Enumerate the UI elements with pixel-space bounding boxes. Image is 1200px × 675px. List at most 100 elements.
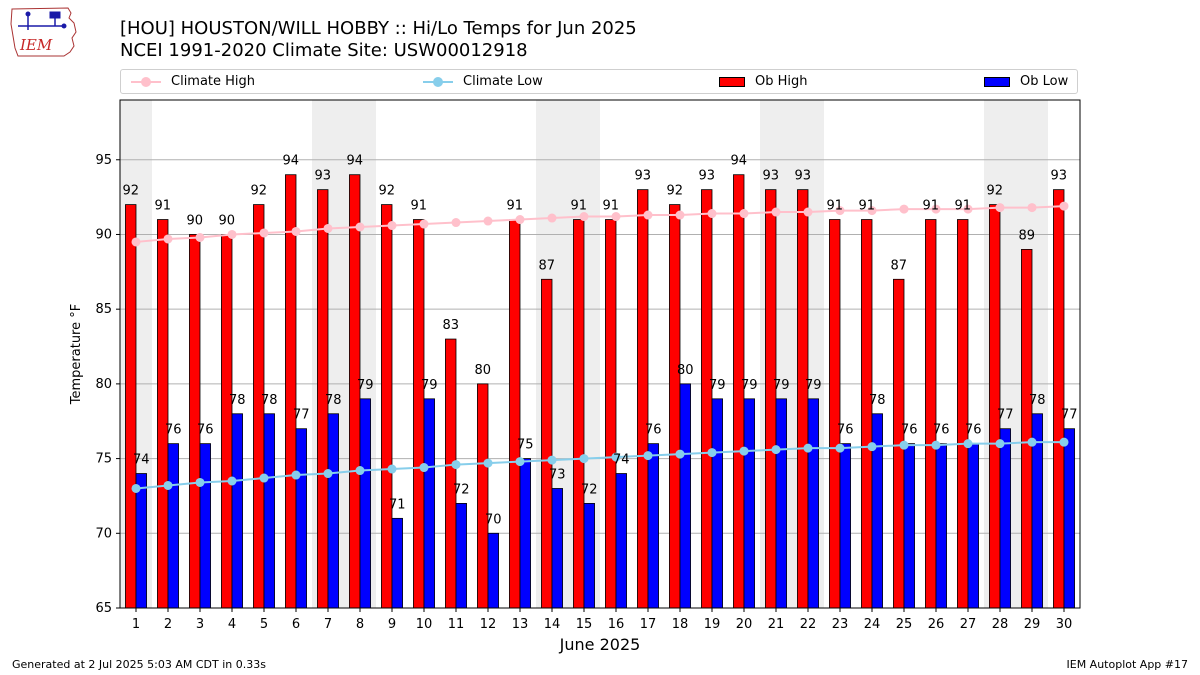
- ob-low-bar: [455, 503, 467, 609]
- ob-high-data-label: 93: [314, 169, 331, 184]
- ob-high-bar: [637, 189, 649, 609]
- ob-high-data-label: 92: [122, 184, 139, 199]
- ob-high-data-label: 93: [794, 169, 811, 184]
- climate-low-point: [1027, 437, 1037, 447]
- ob-low-bar: [935, 443, 947, 609]
- ob-low-bar: [967, 443, 979, 609]
- legend-ob-low: Ob Low: [984, 70, 1068, 93]
- legend-climate-high: Climate High: [131, 70, 255, 93]
- climate-high-point: [803, 207, 813, 217]
- chart-title-line1: [HOU] HOUSTON/WILL HOBBY :: Hi/Lo Temps …: [120, 18, 637, 39]
- ob-high-bar: [989, 204, 1001, 609]
- legend-ob-low-label: Ob Low: [1020, 74, 1069, 89]
- ob-high-data-label: 91: [858, 199, 875, 214]
- climate-high-swatch: [131, 76, 161, 88]
- climate-low-line: [135, 441, 1064, 490]
- ob-low-data-label: 78: [325, 393, 342, 408]
- ob-low-data-label: 76: [645, 423, 662, 438]
- climate-high-point: [675, 210, 685, 220]
- climate-high-point: [291, 226, 301, 236]
- climate-low-point: [963, 439, 973, 449]
- ob-low-data-label: 79: [741, 378, 758, 393]
- ob-high-bar: [765, 189, 777, 609]
- ob-high-bar: [445, 338, 457, 609]
- ob-high-data-label: 87: [538, 258, 555, 273]
- x-tick-label: 11: [448, 617, 465, 632]
- ob-high-data-label: 92: [666, 184, 683, 199]
- ob-low-bar: [583, 503, 595, 609]
- ob-high-data-label: 91: [922, 199, 939, 214]
- y-tick-label: 65: [95, 601, 112, 616]
- climate-high-point: [163, 234, 173, 244]
- climate-high-point: [419, 219, 429, 229]
- ob-high-bar: [957, 219, 969, 609]
- climate-high-point: [995, 203, 1005, 213]
- x-tick-label: 19: [704, 617, 721, 632]
- x-tick-label: 4: [228, 617, 236, 632]
- x-tick-label: 16: [608, 617, 625, 632]
- x-tick-label: 9: [388, 617, 396, 632]
- ob-low-bar: [199, 443, 211, 609]
- ob-high-data-label: 90: [218, 213, 235, 228]
- y-tick-label: 95: [95, 153, 112, 168]
- ob-high-data-label: 91: [154, 199, 171, 214]
- ob-high-bar: [477, 383, 489, 609]
- climate-high-point: [323, 223, 333, 233]
- climate-high-point: [579, 212, 589, 222]
- ob-low-data-label: 78: [869, 393, 886, 408]
- ob-low-data-label: 74: [133, 453, 150, 468]
- logo-text: IEM: [19, 36, 53, 54]
- x-tick-label: 22: [800, 617, 817, 632]
- ob-high-data-label: 94: [282, 154, 299, 169]
- ob-low-data-label: 71: [389, 497, 406, 512]
- ob-low-bar: [423, 398, 435, 609]
- ob-low-data-label: 75: [517, 438, 534, 453]
- plot-frame: [119, 99, 1081, 609]
- climate-low-point: [451, 460, 461, 470]
- ob-low-data-label: 76: [165, 423, 182, 438]
- ob-high-bar: [573, 219, 585, 609]
- ob-high-bar: [189, 234, 201, 609]
- ob-high-data-label: 94: [346, 154, 363, 169]
- ob-low-bar: [263, 413, 275, 609]
- climate-low-point: [675, 449, 685, 459]
- ob-low-data-label: 76: [837, 423, 854, 438]
- x-tick-label: 7: [324, 617, 332, 632]
- climate-low-point: [291, 470, 301, 480]
- climate-low-point: [227, 476, 237, 486]
- ob-low-bar: [551, 488, 563, 609]
- climate-low-point: [387, 464, 397, 474]
- climate-low-point: [259, 473, 269, 483]
- climate-high-point: [1027, 203, 1037, 213]
- ob-low-bar: [359, 398, 371, 609]
- climate-low-point: [419, 463, 429, 473]
- climate-high-point: [739, 209, 749, 219]
- ob-high-data-label: 91: [570, 199, 587, 214]
- ob-high-bar: [701, 189, 713, 609]
- ob-high-data-label: 94: [730, 154, 747, 169]
- x-tick-label: 6: [292, 617, 300, 632]
- ob-high-bar: [381, 204, 393, 609]
- ob-high-data-label: 93: [762, 169, 779, 184]
- ob-low-data-label: 78: [1029, 393, 1046, 408]
- y-tick-label: 75: [95, 452, 112, 467]
- footer-app: IEM Autoplot App #17: [1066, 658, 1189, 671]
- climate-low-point: [195, 477, 205, 487]
- ob-high-data-label: 91: [826, 199, 843, 214]
- ob-low-data-label: 76: [933, 423, 950, 438]
- climate-low-point: [1059, 437, 1069, 447]
- climate-high-point: [195, 232, 205, 242]
- x-tick-label: 13: [512, 617, 529, 632]
- ob-high-data-label: 90: [186, 213, 203, 228]
- climate-high-point: [483, 216, 493, 226]
- ob-high-bar: [413, 219, 425, 609]
- ob-low-data-label: 70: [485, 512, 502, 527]
- x-tick-label: 15: [576, 617, 593, 632]
- legend-climate-low: Climate Low: [423, 70, 543, 93]
- ob-high-bar: [797, 189, 809, 609]
- climate-high-point: [131, 237, 141, 247]
- ob-low-bar: [647, 443, 659, 609]
- climate-high-point: [899, 204, 909, 214]
- y-tick-label: 90: [95, 227, 112, 242]
- x-tick-label: 25: [896, 617, 913, 632]
